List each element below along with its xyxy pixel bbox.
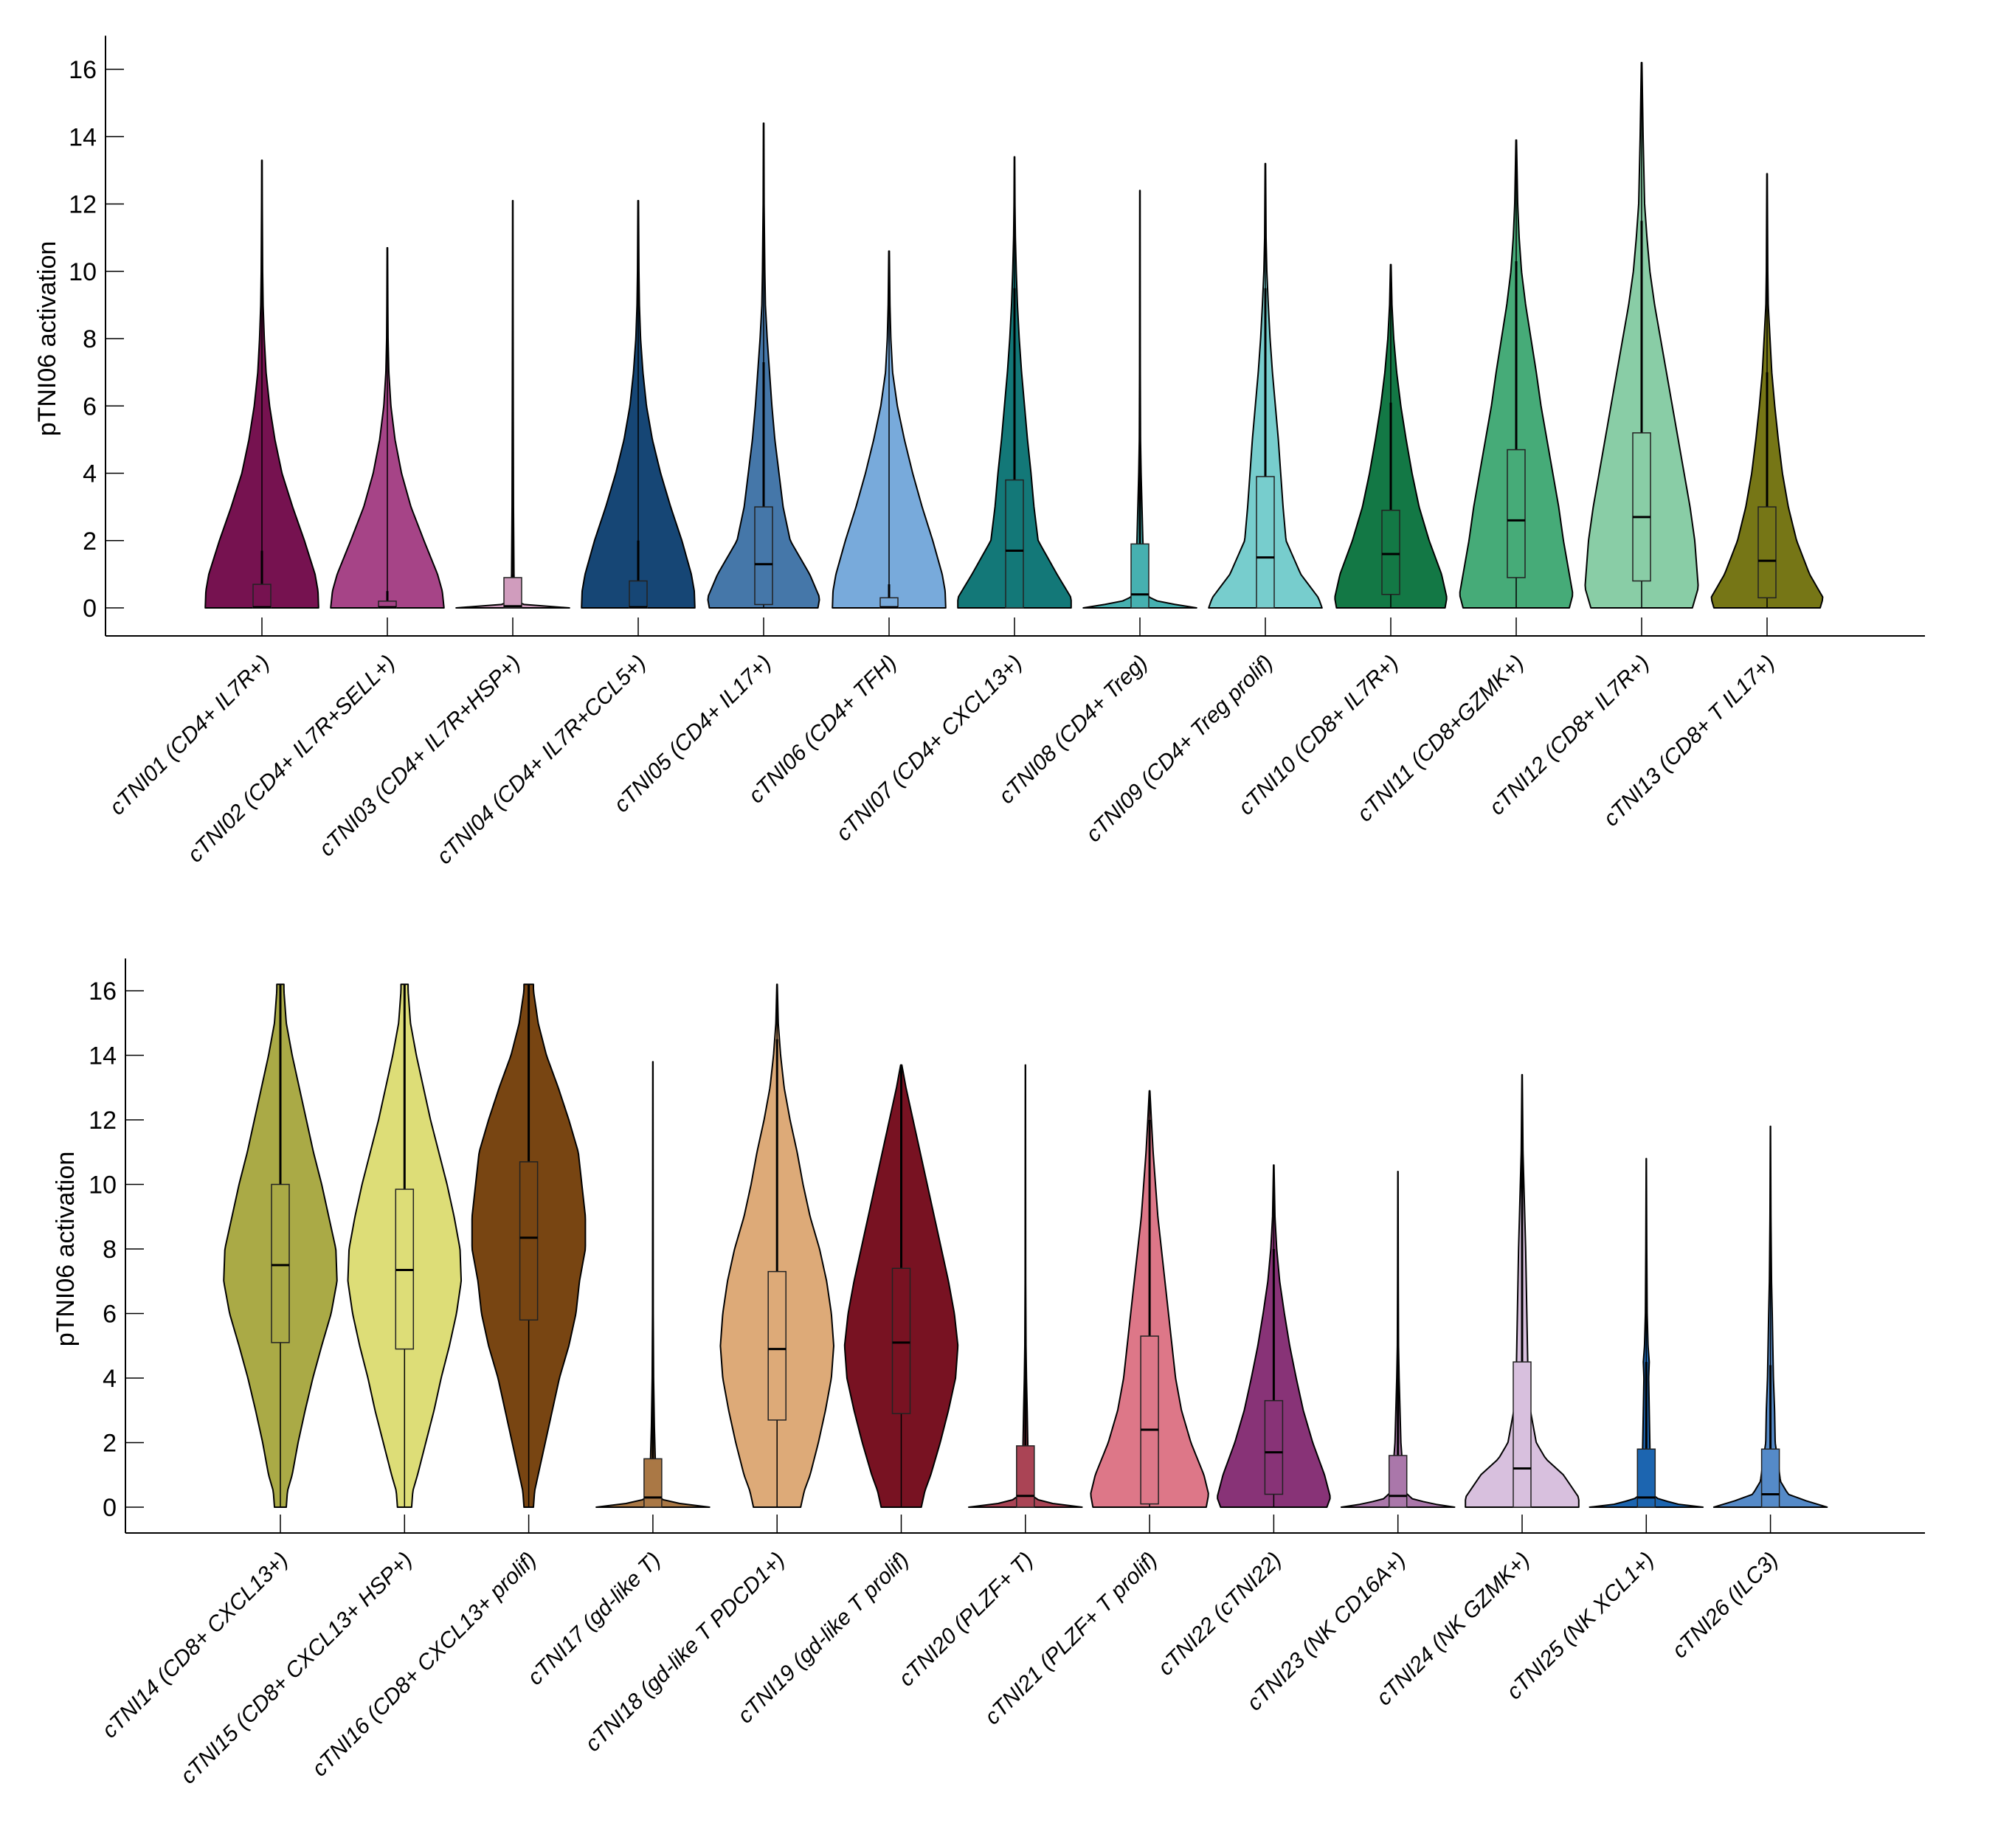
y-tick-label: 10 — [89, 1172, 117, 1200]
violin-iqr-box — [1507, 449, 1526, 578]
violin-iqr-box — [1005, 479, 1024, 609]
x-category-label: cTNI18 (gd-like T PDCD1+) — [581, 1548, 789, 1757]
violin-6 — [832, 250, 947, 609]
violin-8 — [1082, 190, 1197, 609]
violin-iqr-box — [1130, 543, 1150, 609]
violin-5 — [707, 122, 820, 609]
violin-18 — [719, 983, 834, 1508]
violin-iqr-box — [767, 1270, 787, 1421]
violin-16 — [471, 983, 587, 1508]
y-tick-label: 14 — [69, 123, 97, 151]
violin-19 — [843, 1064, 959, 1508]
violin-9 — [1208, 162, 1323, 609]
x-category-label: cTNI26 (ILC3) — [1667, 1548, 1783, 1664]
violin-26 — [1712, 1125, 1828, 1508]
violin-iqr-box — [891, 1267, 911, 1414]
y-tick-label: 2 — [103, 1430, 117, 1458]
violin-20 — [968, 1064, 1083, 1508]
violin-iqr-box — [1256, 476, 1275, 609]
violin-2 — [330, 246, 445, 609]
y-tick-label: 10 — [69, 258, 97, 286]
y-tick-label: 16 — [69, 56, 97, 84]
violin-17 — [595, 1061, 711, 1508]
y-tick-label: 6 — [83, 392, 97, 421]
violin-iqr-box — [1513, 1361, 1532, 1508]
violin-13 — [1710, 173, 1824, 609]
y-tick-label: 16 — [89, 977, 117, 1006]
violin-1 — [204, 159, 319, 609]
violin-iqr-box — [1757, 506, 1777, 599]
y-tick-label: 4 — [103, 1365, 117, 1393]
violin-iqr-box — [271, 1183, 290, 1343]
x-category-label: cTNI04 (CD4+ IL7R+CCL5+) — [432, 651, 651, 869]
y-tick-label: 2 — [83, 527, 97, 556]
violin-iqr-box — [519, 1161, 539, 1321]
violin-10 — [1334, 263, 1448, 609]
y-tick-label: 8 — [103, 1236, 117, 1264]
y-axis-title: pTNI06 activation — [52, 1152, 80, 1347]
y-tick-label: 0 — [83, 595, 97, 623]
violin-14 — [223, 983, 338, 1508]
violin-12 — [1584, 61, 1699, 609]
violin-24 — [1465, 1073, 1580, 1508]
violin-22 — [1217, 1164, 1331, 1508]
y-tick-label: 14 — [89, 1042, 117, 1070]
x-category-label: cTNI15 (CD8+ CXCL13+ HSP+) — [176, 1548, 417, 1789]
x-category-label: cTNI22 (cTNI22) — [1153, 1548, 1286, 1681]
violin-iqr-box — [643, 1458, 663, 1508]
violin-iqr-box — [1264, 1399, 1284, 1495]
violin-iqr-box — [252, 584, 272, 609]
violin-iqr-box — [503, 577, 522, 609]
violin-iqr-box — [1016, 1445, 1035, 1508]
violin-23 — [1340, 1171, 1456, 1508]
violin-iqr-box — [754, 506, 773, 606]
x-category-label: cTNI17 (gd-like T) — [523, 1548, 666, 1690]
violin-iqr-box — [1381, 509, 1400, 595]
y-tick-label: 0 — [103, 1494, 117, 1522]
violin-iqr-box — [629, 580, 648, 609]
y-tick-label: 12 — [89, 1107, 117, 1135]
violin-21 — [1090, 1090, 1209, 1508]
violin-11 — [1459, 139, 1574, 609]
y-tick-label: 4 — [83, 460, 97, 488]
violin-7 — [957, 156, 1072, 609]
y-tick-label: 6 — [103, 1301, 117, 1329]
x-category-label: cTNI16 (CD8+ CXCL13+ prolif) — [308, 1548, 542, 1782]
y-tick-label: 12 — [69, 191, 97, 219]
x-category-label: cTNI03 (CD4+ IL7R+HSP+) — [314, 651, 525, 862]
violin-iqr-box — [1140, 1335, 1159, 1505]
violin-25 — [1589, 1157, 1704, 1508]
violin-iqr-box — [1388, 1455, 1408, 1508]
y-tick-label: 8 — [83, 325, 97, 353]
violin-4 — [581, 199, 696, 609]
x-category-label: cTNI02 (CD4+ IL7R+SELL+) — [183, 651, 400, 868]
violin-15 — [347, 983, 463, 1508]
y-axis-title: pTNI06 activation — [33, 241, 61, 437]
violin-3 — [455, 199, 570, 609]
x-category-label: cTNI20 (PLZF+ T) — [894, 1548, 1038, 1692]
violin-iqr-box — [1760, 1448, 1780, 1508]
violin-iqr-box — [1632, 432, 1651, 582]
